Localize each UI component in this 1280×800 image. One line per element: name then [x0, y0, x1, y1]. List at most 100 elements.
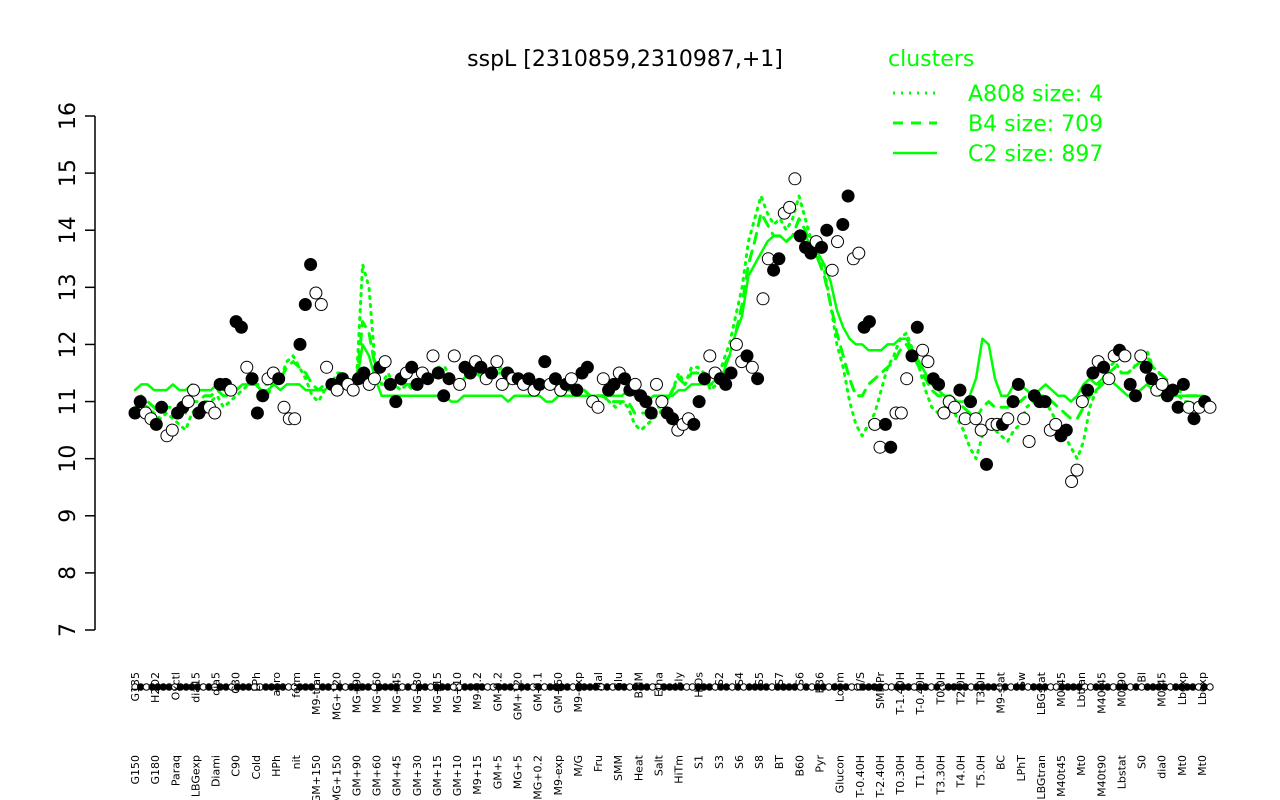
x-tick-label: T2.0H — [954, 672, 967, 705]
x-tick-label: HiTm — [673, 755, 686, 784]
data-point — [208, 406, 222, 420]
data-point — [447, 349, 461, 363]
x-tick-label: dia0 — [1156, 755, 1169, 779]
x-tick-label: Gly — [673, 672, 686, 691]
data-point — [937, 406, 951, 420]
data-point — [910, 320, 924, 334]
data-point — [383, 377, 397, 391]
y-tick-label: 7 — [56, 623, 81, 637]
x-tick-label: T5.0H — [975, 755, 988, 788]
x-tick-label: SMMPr — [874, 672, 887, 709]
data-point — [426, 349, 440, 363]
data-point — [1086, 366, 1100, 380]
data-point — [1176, 377, 1190, 391]
y-tick-label: 12 — [56, 330, 81, 358]
x-tick-label: B36 — [814, 672, 827, 694]
x-tick-label: MG+150 — [330, 755, 343, 800]
data-point — [463, 366, 477, 380]
x-tick-label: MG+5 — [512, 755, 525, 789]
data-point — [655, 395, 669, 409]
x-tick-label: G180 — [149, 755, 162, 785]
x-tick-label: GM+45 — [391, 755, 404, 796]
x-tick-label: M40t45 — [1055, 755, 1068, 797]
data-point — [314, 298, 328, 311]
x-tick-label: GM+15 — [431, 755, 444, 796]
data-point — [378, 355, 392, 369]
data-point — [240, 360, 254, 374]
data-point — [442, 372, 456, 386]
x-tick-label: B60 — [793, 755, 806, 777]
x-tick-label: T0.30H — [894, 755, 907, 795]
data-point — [474, 360, 488, 374]
data-point — [596, 372, 610, 386]
x-tick-mark — [1206, 683, 1214, 691]
x-tick-label: S7 — [773, 672, 786, 686]
x-tick-label: Etha — [652, 672, 665, 697]
data-point — [234, 320, 248, 334]
x-tick-label: T-1.40H — [894, 672, 907, 715]
data-point — [724, 366, 738, 380]
x-tick-label: LPh — [250, 672, 263, 692]
data-point — [1139, 360, 1153, 374]
x-tick-label: Cold — [250, 755, 263, 779]
x-tick-label: G150 — [129, 755, 142, 785]
data-point — [916, 343, 930, 357]
data-point — [980, 457, 993, 471]
data-point — [862, 315, 876, 329]
data-point — [165, 423, 179, 437]
data-point — [272, 372, 286, 386]
data-point — [729, 337, 743, 351]
data-point — [1065, 475, 1079, 488]
x-tick-label: Sw — [1015, 672, 1028, 688]
data-point — [719, 377, 733, 391]
x-tick-label: C30 — [230, 672, 243, 694]
data-point — [224, 383, 238, 397]
x-tick-label: Lbexp — [1176, 672, 1189, 705]
data-point — [1118, 349, 1132, 363]
x-tick-label: T1.0H — [914, 755, 927, 788]
x-tick-label: M9-0.2 — [471, 672, 484, 710]
x-tick-label: S2 — [713, 672, 726, 686]
x-tick-label: G/S — [854, 672, 867, 691]
x-tick-label: GM+5 — [491, 755, 504, 789]
data-point — [687, 417, 701, 431]
x-tick-label: T3.30H — [934, 755, 947, 795]
data-point — [293, 337, 307, 351]
data-point — [490, 355, 504, 369]
data-point — [1022, 435, 1036, 448]
data-point — [330, 383, 344, 397]
data-point — [628, 377, 642, 391]
data-point — [644, 406, 658, 420]
x-tick-label: GM+150 — [310, 755, 323, 800]
x-tick-label: MG+45 — [391, 672, 404, 713]
data-point — [932, 377, 946, 391]
data-point — [368, 372, 381, 386]
data-point — [692, 395, 706, 409]
data-point — [1129, 389, 1142, 403]
data-point — [820, 223, 834, 237]
x-tick-label: Fru — [592, 755, 605, 772]
data-point — [618, 372, 632, 386]
data-point — [788, 172, 802, 186]
chart-title: sspL [2310859,2310987,+1] — [467, 47, 783, 72]
x-tick-label: LBGexp — [189, 755, 202, 797]
x-tick-label: GM+120 — [512, 672, 525, 720]
x-tick-label: LBGtran — [1035, 755, 1048, 800]
data-point — [852, 246, 866, 260]
data-point — [740, 349, 754, 363]
x-tick-label: MG+120 — [330, 672, 343, 720]
data-point — [841, 189, 855, 203]
data-point — [580, 360, 594, 374]
data-point — [405, 360, 419, 374]
data-point — [1038, 395, 1052, 409]
legend: clusters A808 size: 4 B4 size: 709 C2 size… — [888, 47, 1103, 167]
data-point — [969, 412, 983, 426]
x-tick-label: S5 — [753, 672, 766, 686]
data-point — [825, 263, 839, 277]
x-tick-label: Bl — [1136, 672, 1149, 683]
x-tick-label: GM-0.1 — [532, 672, 545, 711]
x-tick-label: dia15 — [189, 672, 202, 703]
data-point — [1182, 400, 1196, 414]
data-point — [1102, 372, 1116, 386]
